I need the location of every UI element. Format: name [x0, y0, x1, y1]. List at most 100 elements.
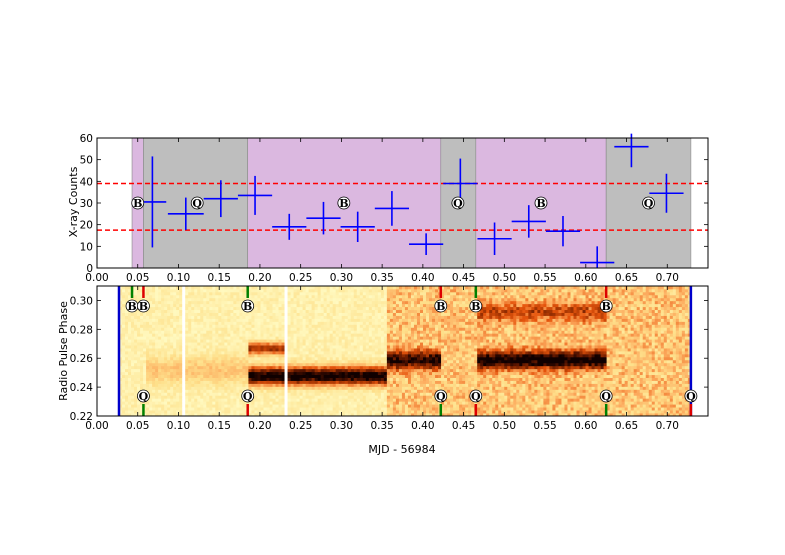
mode-label-badge [190, 196, 204, 210]
heatmap-cell [392, 410, 397, 414]
heatmap-cell [404, 356, 409, 361]
heatmap-cell [335, 291, 340, 296]
heatmap-cell [320, 374, 325, 378]
heatmap-cell [218, 351, 222, 355]
heatmap-cell [182, 362, 186, 367]
heatmap-cell [347, 401, 352, 405]
heatmap-cell [308, 324, 313, 328]
heatmap-cell [410, 303, 415, 308]
heatmap-cell [347, 321, 352, 325]
heatmap-cell [122, 351, 126, 355]
heatmap-cell [287, 407, 291, 411]
heatmap-cell [197, 300, 201, 305]
heatmap-cell [209, 371, 213, 376]
heatmap-cell [197, 389, 201, 393]
heatmap-cell [236, 330, 240, 334]
heatmap-cell [365, 407, 370, 411]
heatmap-cell [347, 362, 352, 367]
heatmap-cell [326, 389, 331, 393]
heatmap-cell [221, 291, 225, 296]
heatmap-cell [419, 353, 424, 358]
heatmap-cell [423, 368, 427, 373]
heatmap-cell [251, 386, 255, 390]
heatmap-cell [260, 377, 264, 381]
heatmap-cell [377, 286, 382, 290]
heatmap-cell [170, 404, 174, 408]
heatmap-cell [266, 297, 270, 302]
heatmap-cell [426, 377, 430, 381]
heatmap-cell [404, 398, 409, 402]
heatmap-cell [386, 359, 391, 364]
heatmap-cell [435, 368, 439, 373]
heatmap-cell [404, 300, 409, 305]
heatmap-cell [275, 392, 279, 396]
heatmap-cell [347, 371, 352, 376]
heatmap-cell [170, 410, 174, 414]
heatmap-cell [170, 380, 174, 384]
heatmap-cell [344, 395, 349, 399]
heatmap-cell [413, 392, 418, 396]
heatmap-cell [200, 309, 204, 313]
heatmap-cell [218, 368, 222, 373]
heatmap-cell [284, 348, 288, 352]
heatmap-cell [164, 383, 168, 387]
heatmap-cell [329, 374, 334, 378]
heatmap-cell [326, 318, 331, 322]
heatmap-cell [410, 407, 415, 411]
heatmap-cell [281, 315, 285, 319]
heatmap-cell [212, 318, 216, 322]
heatmap-cell [227, 336, 231, 340]
heatmap-cell [227, 368, 231, 373]
heatmap-cell [314, 333, 319, 337]
heatmap-cell [122, 410, 126, 414]
heatmap-cell [356, 324, 361, 328]
heatmap-cell [374, 324, 379, 328]
heatmap-cell [305, 297, 310, 302]
heatmap-cell [125, 318, 129, 322]
heatmap-cell [359, 401, 364, 405]
heatmap-cell [410, 413, 415, 416]
heatmap-cell [146, 297, 150, 302]
heatmap-cell [296, 324, 300, 328]
heatmap-cell [410, 324, 415, 328]
heatmap-cell [227, 413, 231, 416]
heatmap-cell [167, 318, 171, 322]
heatmap-cell [122, 303, 126, 308]
heatmap-cell [149, 306, 153, 311]
heatmap-cell [326, 300, 331, 305]
heatmap-cell [435, 353, 439, 358]
heatmap-cell [377, 342, 382, 346]
heatmap-cell [320, 315, 325, 319]
heatmap-cell [356, 294, 361, 299]
heatmap-cell [444, 345, 448, 349]
heatmap-cell [242, 377, 246, 381]
heatmap-cell [338, 356, 343, 361]
heatmap-cell [413, 288, 418, 293]
heatmap-cell [350, 303, 355, 308]
heatmap-cell [257, 359, 261, 364]
heatmap-cell [362, 303, 367, 308]
heatmap-cell [401, 362, 406, 367]
heatmap-cell [395, 371, 400, 376]
heatmap-cell [383, 353, 388, 358]
heatmap-cell [432, 330, 436, 334]
heatmap-cell [128, 294, 132, 299]
heatmap-cell [429, 286, 433, 290]
heatmap-cell [401, 315, 406, 319]
heatmap-cell [326, 327, 331, 331]
heatmap-cell [251, 297, 255, 302]
heatmap-cell [185, 353, 189, 358]
heatmap-cell [441, 404, 445, 408]
heatmap-cell [341, 348, 346, 352]
heatmap-cell [368, 383, 373, 387]
heatmap-cell [131, 315, 135, 319]
data-point [649, 173, 684, 213]
heatmap-cell [398, 371, 403, 376]
heatmap-cell [200, 297, 204, 302]
heatmap-cell [329, 410, 334, 414]
heatmap-cell [290, 368, 294, 373]
heatmap-cell [164, 321, 168, 325]
heatmap-cell [206, 339, 210, 343]
heatmap-cell [447, 392, 451, 396]
heatmap-cell [167, 330, 171, 334]
